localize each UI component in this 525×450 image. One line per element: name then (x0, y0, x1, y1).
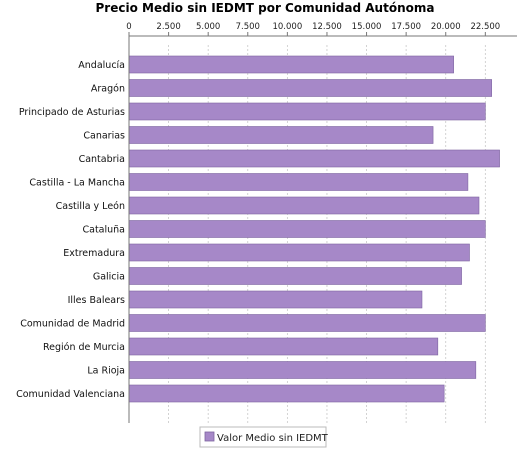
legend: Valor Medio sin IEDMT (199, 426, 329, 448)
bar (128, 149, 500, 168)
bar (128, 361, 477, 379)
category-labels: Andalucía Aragón Principado de Asturias Can… (16, 60, 125, 400)
legend-box (199, 426, 327, 448)
bar (128, 314, 486, 332)
legend-label: Valor Medio sin IEDMT (217, 433, 329, 444)
category-label: Comunidad de Madrid (20, 319, 125, 330)
bar (128, 243, 470, 262)
x-tick-label: 2.500 (156, 22, 180, 32)
x-axis-ticks: 0 2.500 5.000 7.500 10.000 12.500 15.000 17.500… (126, 22, 500, 36)
category-label: Andalucía (78, 60, 125, 71)
x-tick-label: 12.500 (312, 22, 342, 32)
bar (128, 79, 492, 97)
bar (128, 267, 462, 285)
category-label: Castilla - La Mancha (29, 178, 125, 189)
category-label: Aragón (91, 84, 125, 95)
bar (128, 220, 486, 238)
bars (128, 55, 500, 403)
category-label: Cantabria (79, 154, 125, 165)
x-tick-label: 20.000 (431, 22, 461, 32)
category-label: Principado de Asturias (19, 107, 125, 118)
category-label: Cataluña (82, 225, 125, 236)
category-label: Región de Murcia (43, 342, 125, 353)
bar (128, 290, 423, 309)
category-label: Extremadura (63, 248, 125, 259)
x-tick-label: 0 (126, 22, 131, 32)
bar (128, 337, 439, 356)
x-tick-label: 17.500 (391, 22, 421, 32)
x-tick-label: 7.500 (236, 22, 260, 32)
bar (128, 55, 454, 74)
x-tick-label: 5.000 (196, 22, 220, 32)
bar (128, 102, 486, 121)
bar (128, 196, 480, 215)
category-label: Galicia (93, 272, 125, 283)
category-label: Castilla y León (56, 201, 125, 212)
chart-title: Precio Medio sin IEDMT por Comunidad Aut… (96, 1, 435, 15)
x-tick-label: 15.000 (352, 22, 382, 32)
bar (128, 384, 445, 403)
category-label: La Rioja (87, 366, 125, 377)
category-label: Comunidad Valenciana (16, 389, 125, 400)
legend-swatch (204, 431, 215, 442)
x-tick-label: 10.000 (272, 22, 302, 32)
bar (128, 173, 469, 191)
category-label: Canarias (83, 131, 125, 142)
bar (128, 126, 434, 144)
x-tick-label: 22.500 (470, 22, 500, 32)
category-label: Illes Balears (68, 295, 125, 306)
